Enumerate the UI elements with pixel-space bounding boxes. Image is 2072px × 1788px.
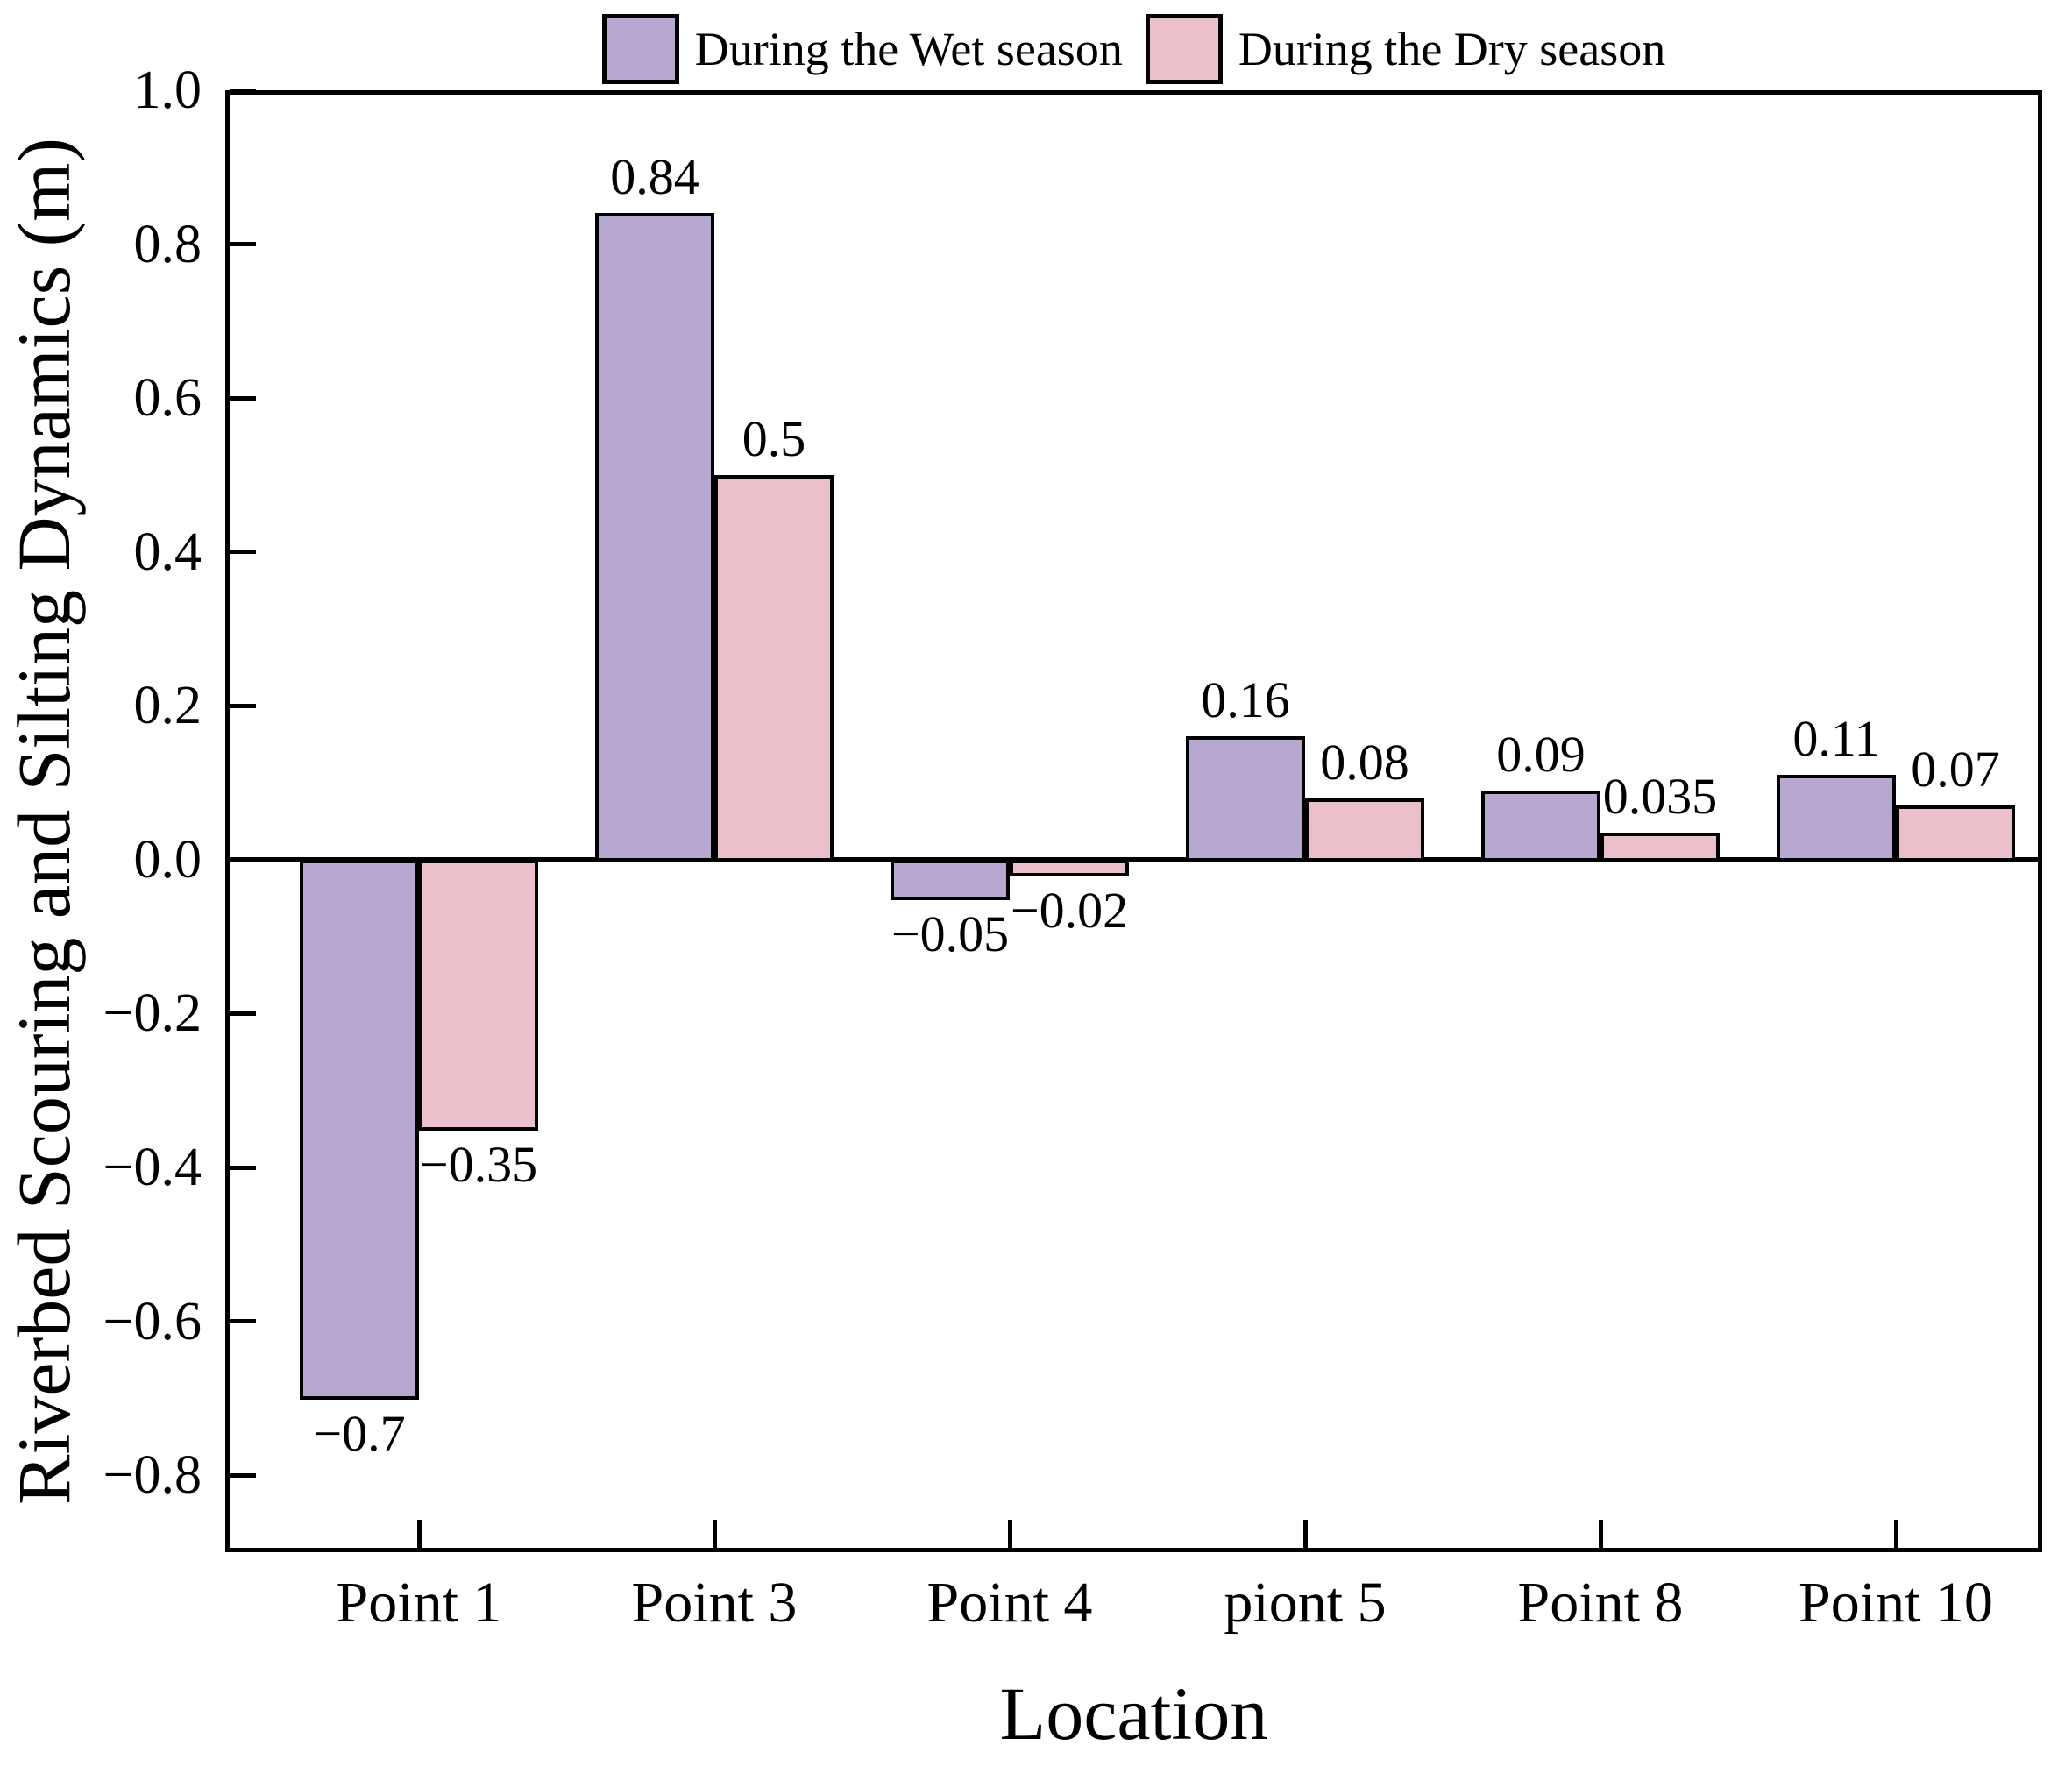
bar-value-label: −0.05 — [891, 905, 1010, 962]
y-tick-mark — [230, 88, 256, 93]
x-tick-label: Point 8 — [1517, 1571, 1684, 1635]
x-axis-title: Location — [999, 1671, 1268, 1756]
bar-value-label: 0.11 — [1792, 710, 1880, 768]
legend-item-wet-season: During the Wet season — [601, 14, 1123, 84]
legend-swatch-dry-season — [1145, 14, 1223, 84]
x-tick-mark — [416, 1520, 422, 1548]
y-tick-label: 0.8 — [133, 214, 202, 274]
y-tick-mark — [230, 242, 256, 247]
x-tick-label: Point 10 — [1799, 1571, 1993, 1635]
bar-wet-point-8 — [1481, 790, 1600, 862]
plot-area — [225, 88, 2042, 1552]
bar-wet-point-10 — [1777, 775, 1896, 862]
y-tick-mark — [230, 703, 256, 708]
legend-item-dry-season: During the Dry season — [1145, 14, 1666, 84]
x-tick-mark — [1598, 1520, 1603, 1548]
x-tick-label: Point 1 — [336, 1571, 502, 1635]
bar-value-label: 0.84 — [610, 148, 699, 206]
legend-swatch-wet-season — [601, 14, 679, 84]
y-tick-mark — [230, 1472, 256, 1478]
bar-value-label: −0.35 — [419, 1136, 538, 1194]
x-tick-mark — [1893, 1520, 1898, 1548]
bar-wet-point-4 — [891, 859, 1010, 900]
y-tick-label: −0.6 — [103, 1291, 202, 1352]
y-tick-mark — [230, 395, 256, 401]
x-tick-label: Point 3 — [631, 1571, 798, 1635]
x-tick-mark — [1007, 1520, 1012, 1548]
zero-axis-line — [230, 857, 2038, 862]
y-tick-label: −0.4 — [103, 1138, 202, 1198]
bar-dry-point-8 — [1600, 833, 1720, 862]
y-tick-label: −0.8 — [103, 1445, 202, 1506]
bar-value-label: 0.09 — [1496, 725, 1586, 783]
bar-wet-piont-5 — [1186, 736, 1305, 862]
bar-value-label: 0.08 — [1320, 733, 1409, 791]
x-tick-label: piont 5 — [1224, 1571, 1387, 1635]
y-tick-mark — [230, 550, 256, 555]
y-tick-label: 1.0 — [133, 60, 202, 120]
bar-value-label: 0.035 — [1602, 768, 1718, 826]
chart-legend: During the Wet season During the Dry sea… — [225, 5, 2042, 93]
bar-dry-point-4 — [1010, 859, 1129, 877]
y-tick-label: −0.2 — [103, 983, 202, 1044]
y-tick-mark — [230, 857, 256, 862]
y-tick-mark — [230, 1165, 256, 1170]
y-tick-label: 0.4 — [133, 522, 202, 582]
y-tick-label: 0.0 — [133, 829, 202, 890]
bar-dry-point-1 — [419, 859, 538, 1132]
bar-value-label: −0.02 — [1010, 882, 1129, 940]
x-tick-mark — [1302, 1520, 1308, 1548]
x-tick-label: Point 4 — [926, 1571, 1093, 1635]
bar-dry-point-10 — [1896, 805, 2015, 862]
legend-label-wet-season: During the Wet season — [694, 23, 1123, 75]
bar-dry-piont-5 — [1305, 798, 1424, 862]
bar-value-label: 0.5 — [742, 409, 806, 467]
x-tick-mark — [712, 1520, 717, 1548]
bar-value-label: 0.16 — [1201, 671, 1290, 729]
y-tick-mark — [230, 1319, 256, 1324]
legend-label-dry-season: During the Dry season — [1238, 23, 1666, 75]
y-tick-label: 0.2 — [133, 676, 202, 736]
bar-wet-point-3 — [595, 213, 714, 862]
bar-value-label: 0.07 — [1911, 741, 2000, 798]
y-tick-mark — [230, 1011, 256, 1016]
bar-wet-point-1 — [300, 859, 419, 1401]
bar-dry-point-3 — [714, 474, 834, 862]
bar-value-label: −0.7 — [313, 1405, 406, 1463]
y-tick-label: 0.6 — [133, 368, 202, 429]
